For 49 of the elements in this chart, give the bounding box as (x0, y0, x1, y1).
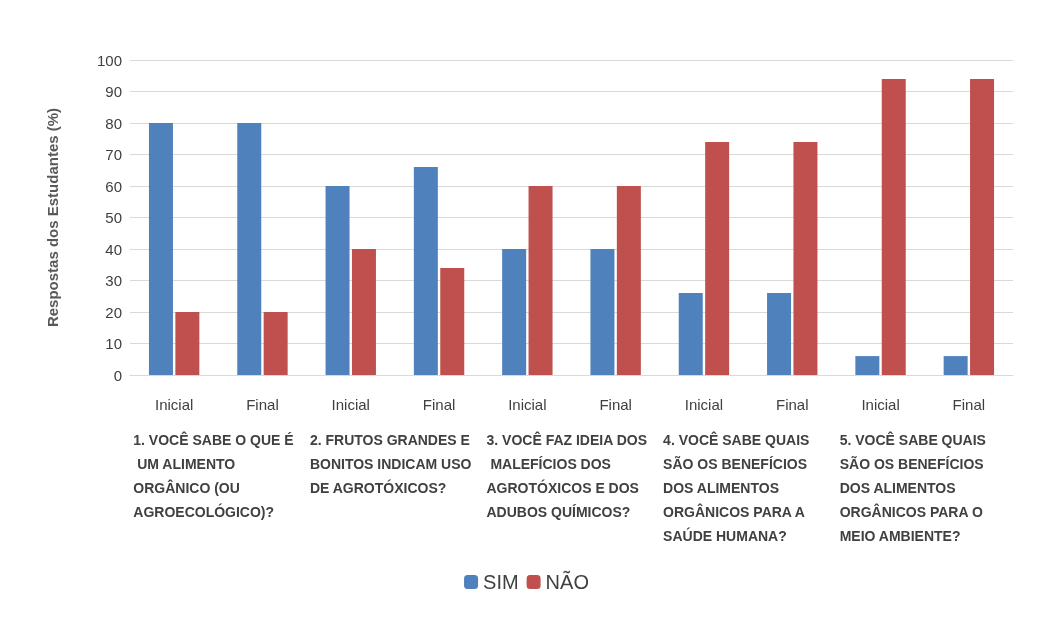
text: 3. VOCÊ FAZ IDEIA DOS MALEFÍCIOS DOS AGROTÓXICOS E DOS ADUBOS QUÍMICOS? (486, 431, 648, 520)
x-tick-label: Final (422, 396, 456, 413)
y-tick-label: 80 (105, 114, 122, 132)
x-tick-label: Inicial (154, 396, 194, 413)
text: 5. VOCÊ SABE QUAIS SÃO OS BENEFÍCIOS DOS ALIMENTOS ORGÂNICOS PARA O MEIO AMBIENTE? (839, 431, 990, 544)
bar (263, 312, 288, 375)
bar (943, 356, 968, 375)
bar (413, 167, 438, 375)
y-tick-label: 60 (105, 177, 122, 195)
legend-label: SIM (483, 571, 519, 593)
bar (148, 123, 173, 375)
bar (325, 186, 350, 375)
text: 1. VOCÊ SABE O QUE É UM ALIMENTO ORGÂNICO (OU AGROECOLÓGICO)? (133, 431, 294, 520)
x-tick-label: Final (246, 396, 279, 413)
y-tick-label: 90 (105, 83, 122, 100)
y-tick-label: 10 (105, 335, 122, 352)
text: 4. VOCÊ SABE QUAIS SÃO OS BENEFÍCIOS DOS ALIMENTOS ORGÂNICOS PARA A SAÚDE HUMANA? (663, 431, 814, 544)
y-tick-label: 40 (105, 240, 122, 258)
bar (502, 249, 527, 375)
bar (793, 141, 818, 375)
x-tick-label: Final (952, 396, 986, 413)
x-tick-label: Final (775, 396, 809, 413)
bar (440, 267, 465, 375)
bar (237, 123, 262, 375)
x-tick-label: Final (599, 396, 632, 413)
y-tick-label: 0 (113, 366, 122, 384)
x-tick-label: Inicial (331, 396, 370, 413)
y-tick-label: 20 (105, 303, 122, 321)
bar (616, 186, 641, 375)
bar (528, 186, 553, 375)
y-tick-label: 70 (105, 146, 122, 163)
y-tick-label: 100 (96, 51, 122, 69)
bar (351, 249, 376, 375)
bar (855, 356, 880, 375)
y-tick-label: 30 (105, 272, 122, 289)
x-tick-label: Inicial (508, 396, 547, 413)
legend-label: NÃO (545, 570, 589, 593)
bar (175, 312, 200, 375)
text: 2. FRUTOS GRANDES E BONITOS INDICAM USO DE AGROTÓXICOS? (309, 432, 476, 496)
bar (678, 293, 703, 375)
bar (767, 293, 792, 375)
x-tick-label: Inicial (861, 396, 900, 413)
bar (970, 78, 995, 375)
x-tick-label: Inicial (684, 396, 724, 413)
bar (705, 141, 730, 375)
bar (881, 78, 906, 375)
bar (590, 249, 615, 375)
y-tick-label: 50 (105, 209, 122, 226)
y-axis-title: Respostas dos Estudantes (%) (44, 107, 61, 328)
